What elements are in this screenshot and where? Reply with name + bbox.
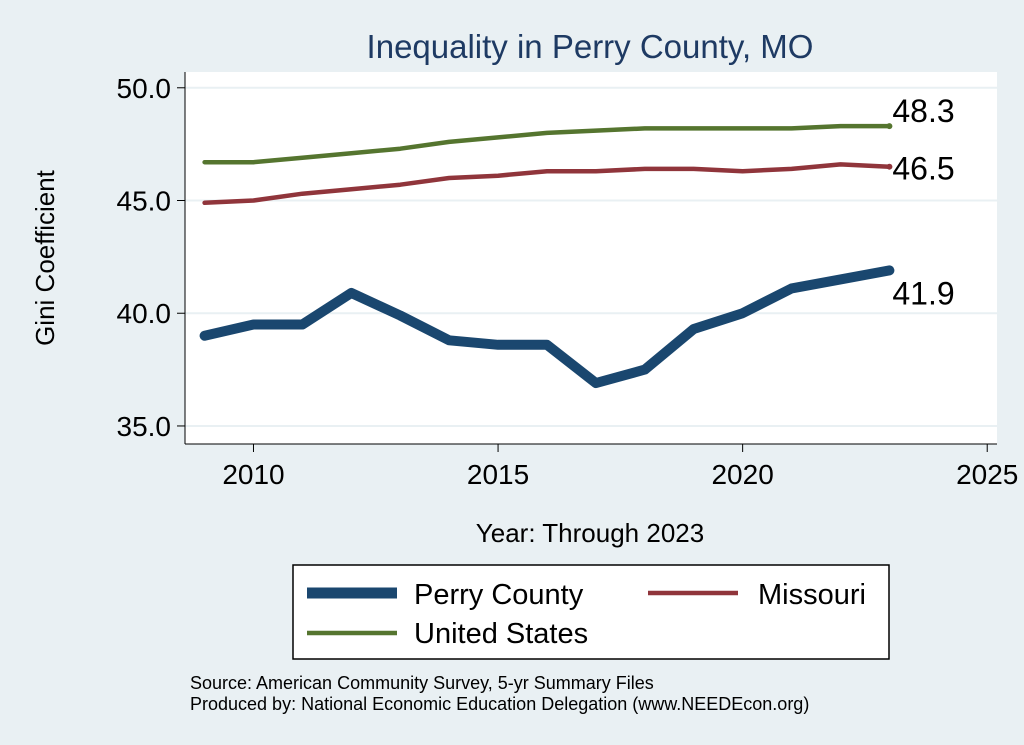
x-tick-label-0: 2010 bbox=[222, 459, 284, 490]
end-label-missouri: 46.5 bbox=[892, 151, 954, 187]
end-label-united-states: 48.3 bbox=[892, 93, 954, 129]
series-line-united-states bbox=[202, 123, 892, 165]
source-note: Source: American Community Survey, 5-yr … bbox=[190, 673, 654, 693]
x-tick-label-3: 2025 bbox=[956, 459, 1018, 490]
end-point-united-states bbox=[886, 123, 893, 130]
legend-label-united-states: United States bbox=[414, 618, 588, 650]
end-labels: 41.9 46.5 48.3 bbox=[892, 93, 954, 311]
x-tick-label-2: 2020 bbox=[711, 459, 773, 490]
y-tick-label-0: 35.0 bbox=[117, 411, 172, 442]
x-tick-label-1: 2015 bbox=[467, 459, 529, 490]
y-tick-label-3: 50.0 bbox=[117, 73, 172, 104]
y-ticks: 35.0 40.0 45.0 50.0 bbox=[117, 73, 185, 442]
y-tick-label-2: 45.0 bbox=[117, 186, 172, 217]
legend-box bbox=[292, 564, 890, 660]
legend-label-perry-county: Perry County bbox=[414, 579, 584, 611]
x-ticks: 2010 2015 2020 2025 bbox=[222, 444, 1018, 490]
chart-title: Inequality in Perry County, MO bbox=[367, 28, 814, 65]
series-line-missouri bbox=[202, 162, 892, 206]
producer-note: Produced by: National Economic Education… bbox=[190, 694, 809, 714]
y-axis-title: Gini Coefficient bbox=[30, 169, 60, 346]
x-axis-title: Year: Through 2023 bbox=[476, 518, 704, 548]
series-lines bbox=[199, 123, 895, 389]
end-label-perry-county: 41.9 bbox=[892, 275, 954, 311]
legend-label-missouri: Missouri bbox=[758, 579, 866, 611]
y-tick-label-1: 40.0 bbox=[117, 298, 172, 329]
end-point-perry-county bbox=[884, 265, 894, 275]
end-point-missouri bbox=[886, 163, 893, 170]
series-line-perry-county bbox=[199, 265, 895, 389]
legend: Perry County Missouri United States bbox=[292, 564, 890, 660]
